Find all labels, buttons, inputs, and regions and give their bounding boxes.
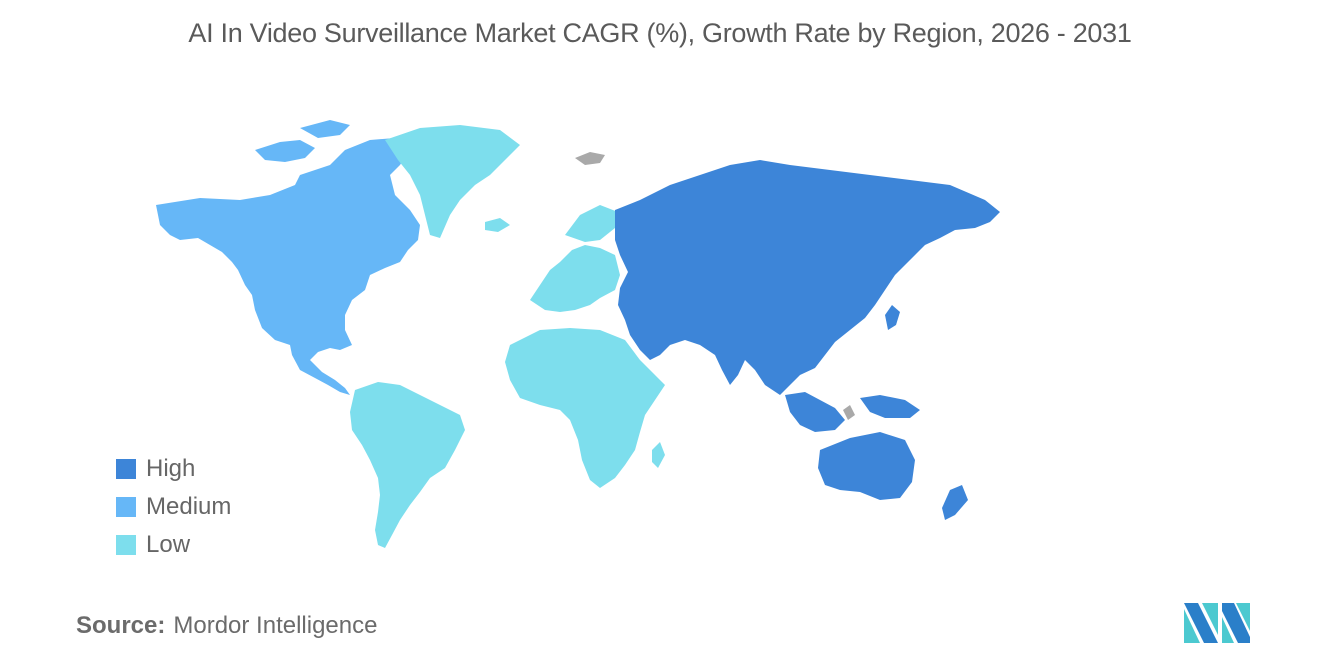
region-no-data <box>575 152 855 420</box>
region-greenland <box>385 125 520 238</box>
legend-swatch-high <box>116 459 136 479</box>
legend-item-medium: Medium <box>116 488 231 526</box>
region-europe <box>530 205 620 312</box>
region-north-america <box>156 120 420 395</box>
legend-label: High <box>146 455 196 482</box>
legend-label: Low <box>146 531 191 558</box>
legend: High Medium Low <box>116 450 231 564</box>
mordor-intelligence-logo <box>1184 603 1250 643</box>
region-south-america <box>350 382 465 548</box>
legend-swatch-medium <box>116 497 136 517</box>
legend-label: Medium <box>146 493 232 520</box>
legend-swatch-low <box>116 535 136 555</box>
chart-title: AI In Video Surveillance Market CAGR (%)… <box>188 18 1132 48</box>
source-attribution: Source: Mordor Intelligence <box>76 612 377 640</box>
legend-item-low: Low <box>116 526 231 564</box>
source-value: Mordor Intelligence <box>173 612 378 639</box>
region-africa <box>505 328 665 488</box>
region-asia-pacific <box>615 160 1000 520</box>
legend-item-high: High <box>116 450 231 488</box>
source-label: Source: <box>76 612 166 639</box>
